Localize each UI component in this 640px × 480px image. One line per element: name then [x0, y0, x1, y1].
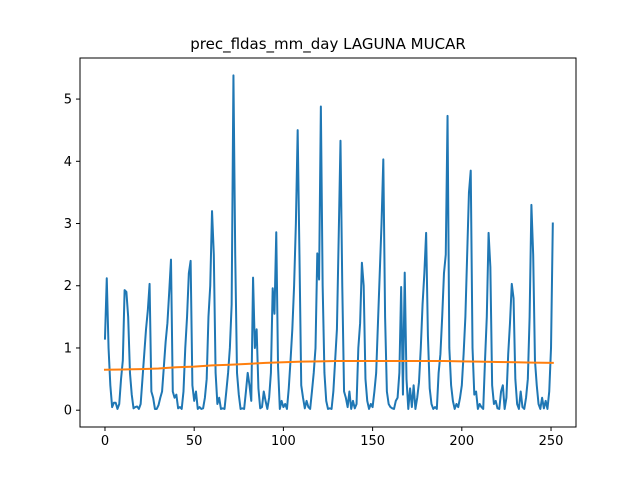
- x-tick-label: 150: [360, 434, 385, 449]
- x-tick-label: 250: [539, 434, 564, 449]
- axes-frame: [79, 57, 577, 428]
- y-tick-label: 3: [64, 217, 72, 232]
- y-tick-label: 0: [64, 404, 72, 419]
- x-tick-label: 50: [186, 434, 203, 449]
- x-tick-label: 200: [449, 434, 474, 449]
- x-tick-label: 0: [101, 434, 109, 449]
- series-line-1: [103, 74, 554, 410]
- y-tick-label: 2: [64, 279, 72, 294]
- y-tick-label: 4: [64, 155, 72, 170]
- axes: 0 50 100 150 200 250 0 1 2 3 4 5: [64, 57, 577, 449]
- y-tick-label: 1: [64, 341, 72, 356]
- x-tick-label: 100: [271, 434, 296, 449]
- series-line-2: [103, 360, 554, 371]
- chart-title: prec_fldas_mm_day LAGUNA MUCAR: [190, 35, 466, 54]
- plot-area: [103, 74, 554, 410]
- y-tick-label: 5: [64, 93, 72, 108]
